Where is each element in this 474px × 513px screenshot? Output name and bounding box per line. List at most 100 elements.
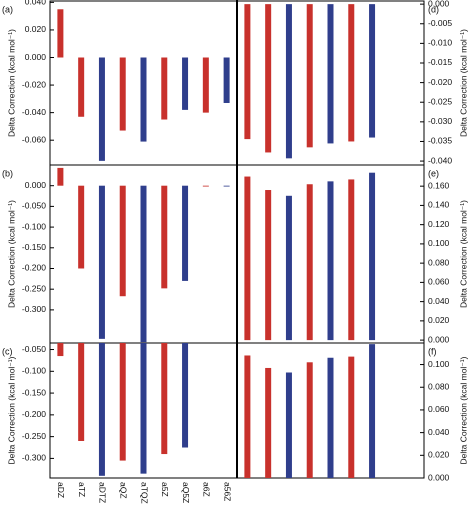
y-tick-label: -0.200	[22, 263, 46, 273]
bar	[182, 343, 189, 448]
bar	[119, 57, 126, 131]
y-tick-label: 0.100	[428, 238, 450, 248]
y-tick-label: 0.040	[25, 0, 47, 7]
bar	[57, 9, 64, 58]
bar	[140, 185, 147, 343]
y-tick-label: -0.040	[428, 155, 452, 165]
y-tick-label: -0.300	[22, 453, 46, 463]
bar	[348, 4, 355, 142]
bar	[348, 179, 355, 341]
y-tick-label: 0.140	[428, 200, 450, 210]
y-axis-label: Delta Correction (kcal mol⁻¹)	[458, 356, 468, 464]
bar	[119, 343, 126, 461]
bar	[57, 343, 64, 357]
y-tick-label: -0.050	[22, 344, 46, 354]
y-tick-label: 0.000	[25, 52, 47, 62]
y-tick-label: 0.060	[428, 404, 450, 414]
bar	[202, 57, 209, 113]
bar	[161, 343, 168, 455]
y-tick-label: 0.000	[428, 472, 450, 482]
y-axis-label: Delta Correction (kcal mol⁻¹)	[458, 200, 468, 308]
y-tick-label: 0.080	[428, 381, 450, 391]
bar	[140, 343, 147, 474]
bar	[369, 344, 376, 478]
bar	[244, 176, 251, 341]
x-tick-label: a5Z	[160, 482, 170, 497]
y-tick-label: -0.300	[22, 304, 46, 314]
x-tick-label: aTZ	[77, 482, 87, 497]
bar	[306, 184, 313, 341]
bar	[285, 4, 292, 159]
y-tick-label: -0.150	[22, 387, 46, 397]
y-tick-label: -0.010	[428, 38, 452, 48]
bar	[78, 57, 85, 117]
bar	[244, 4, 251, 140]
x-tick-label: aQ5Z	[181, 482, 191, 503]
panel-label: (f)	[428, 346, 437, 356]
y-tick-label: -0.030	[428, 116, 452, 126]
bar	[161, 57, 168, 120]
y-tick-label: 0.060	[428, 277, 450, 287]
bar	[223, 57, 230, 103]
y-tick-label: 0.100	[428, 359, 450, 369]
y-tick-label: -0.025	[428, 96, 452, 106]
bar	[285, 195, 292, 341]
y-tick-label: -0.020	[428, 77, 452, 87]
bar	[202, 185, 209, 187]
bar	[78, 185, 85, 269]
panel-label: (b)	[2, 168, 13, 178]
y-tick-label: -0.250	[22, 431, 46, 441]
y-axis-label: Delta Correction (kcal mol⁻¹)	[458, 29, 468, 137]
y-axis-label: Delta Correction (kcal mol⁻¹)	[6, 356, 16, 464]
bar	[140, 57, 147, 142]
y-axis-label: Delta Correction (kcal mol⁻¹)	[6, 200, 16, 308]
panel-label: (d)	[428, 4, 439, 14]
bar	[57, 167, 64, 186]
y-tick-label: 0.120	[428, 219, 450, 229]
y-axis-label: Delta Correction (kcal mol⁻¹)	[6, 29, 16, 137]
y-tick-label: 0.040	[428, 427, 450, 437]
panel-label: (c)	[2, 346, 13, 356]
bar	[369, 172, 376, 341]
bar	[78, 343, 85, 441]
y-tick-label: 0.020	[428, 315, 450, 325]
y-tick-label: 0.020	[25, 24, 47, 34]
bar	[244, 355, 251, 478]
y-tick-label: -0.100	[22, 366, 46, 376]
bar	[98, 185, 105, 339]
x-tick-label: aTQZ	[139, 482, 149, 504]
y-tick-label: -0.100	[22, 221, 46, 231]
bar	[98, 57, 105, 161]
bar	[348, 356, 355, 478]
x-tick-label: aDTZ	[98, 482, 108, 503]
bar	[98, 343, 105, 476]
y-tick-label: -0.060	[22, 134, 46, 144]
x-tick-label: a6Z	[202, 482, 212, 497]
y-tick-label: 0.000	[25, 180, 47, 190]
y-tick-label: -0.040	[22, 107, 46, 117]
x-tick-label: aDZ	[56, 482, 66, 498]
bar	[327, 357, 334, 478]
y-tick-label: -0.050	[22, 201, 46, 211]
bar	[223, 185, 230, 187]
bar	[327, 4, 334, 144]
bar	[265, 367, 272, 478]
y-tick-label: 0.020	[428, 450, 450, 460]
y-tick-label: 0.040	[428, 296, 450, 306]
bar	[265, 4, 272, 153]
x-tick-label: a56Z	[222, 482, 232, 501]
y-tick-label: -0.035	[428, 136, 452, 146]
bar	[306, 362, 313, 478]
panel-label: (a)	[2, 4, 13, 14]
bar	[182, 185, 189, 281]
y-tick-label: -0.250	[22, 283, 46, 293]
bar	[265, 190, 272, 341]
bar	[369, 4, 376, 138]
bar	[161, 185, 168, 289]
y-tick-label: 0.160	[428, 180, 450, 190]
y-tick-label: -0.015	[428, 57, 452, 67]
bar	[182, 57, 189, 110]
bar	[327, 181, 334, 341]
bar	[119, 185, 126, 297]
